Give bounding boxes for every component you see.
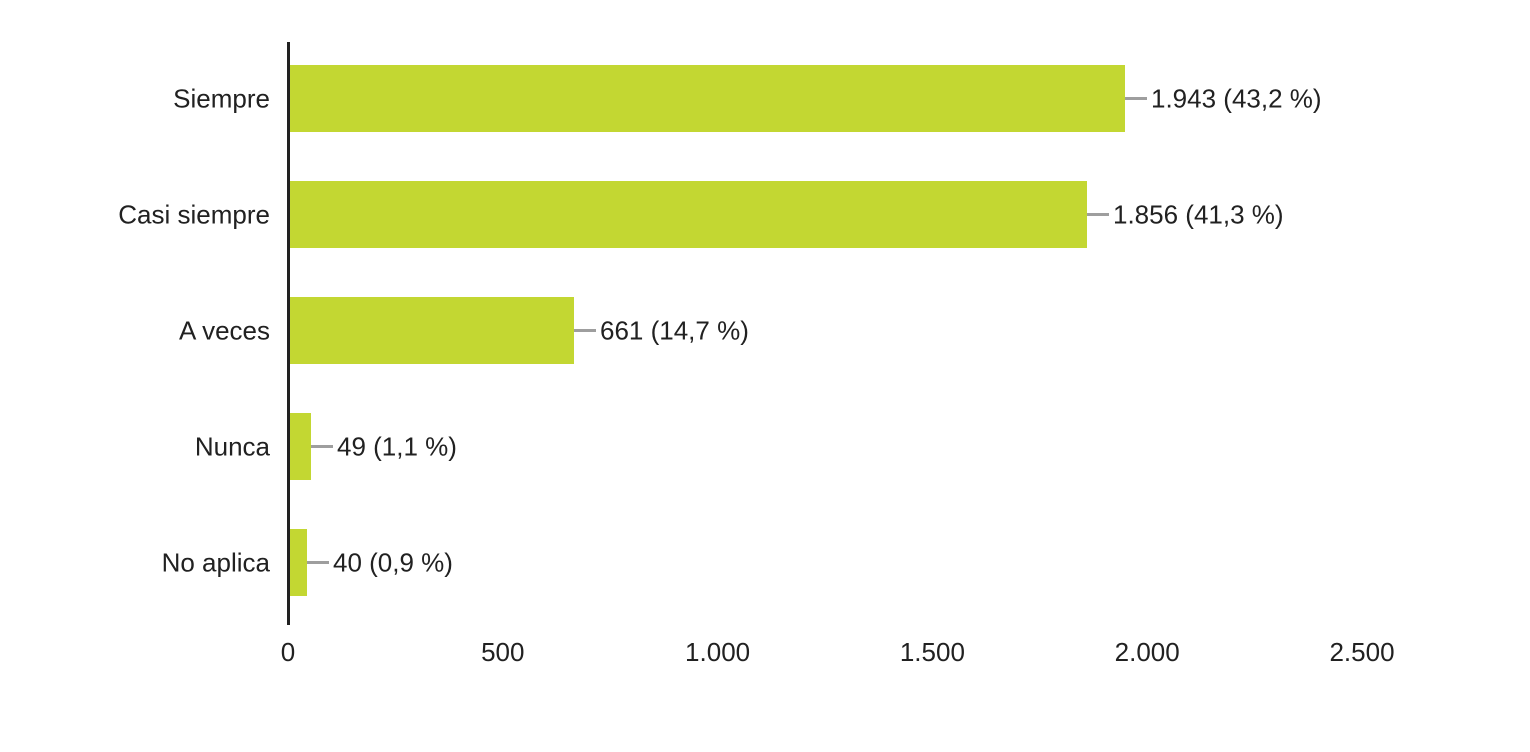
value-label: 49 (1,1 %) — [337, 431, 457, 462]
bar-no-aplica — [290, 529, 307, 596]
category-label: Casi siempre — [118, 199, 270, 230]
bar-casi-siempre — [290, 181, 1087, 248]
bar-siempre — [290, 65, 1125, 132]
x-tick-label: 2.500 — [1329, 637, 1395, 667]
x-tick-label: 500 — [481, 637, 525, 667]
value-callout-line — [307, 561, 329, 564]
category-label: Nunca — [194, 431, 270, 462]
value-label: 1.856 (41,3 %) — [1113, 199, 1284, 230]
bar-nunca — [290, 413, 311, 480]
category-label: No aplica — [161, 547, 270, 578]
bar-a-veces — [290, 297, 574, 364]
value-label: 661 (14,7 %) — [600, 315, 749, 346]
value-callout-line — [1087, 213, 1109, 216]
x-tick-label: 0 — [280, 637, 296, 667]
y-axis-line — [287, 42, 290, 625]
value-label: 40 (0,9 %) — [333, 547, 453, 578]
category-label: A veces — [178, 315, 270, 346]
x-tick-label: 1.000 — [685, 637, 751, 667]
x-tick-label: 2.000 — [1114, 637, 1180, 667]
value-callout-line — [311, 445, 333, 448]
value-label: 1.943 (43,2 %) — [1151, 83, 1322, 114]
category-label: Siempre — [173, 83, 270, 114]
value-callout-line — [574, 329, 596, 332]
x-tick-label: 1.500 — [899, 637, 965, 667]
value-callout-line — [1125, 97, 1147, 100]
